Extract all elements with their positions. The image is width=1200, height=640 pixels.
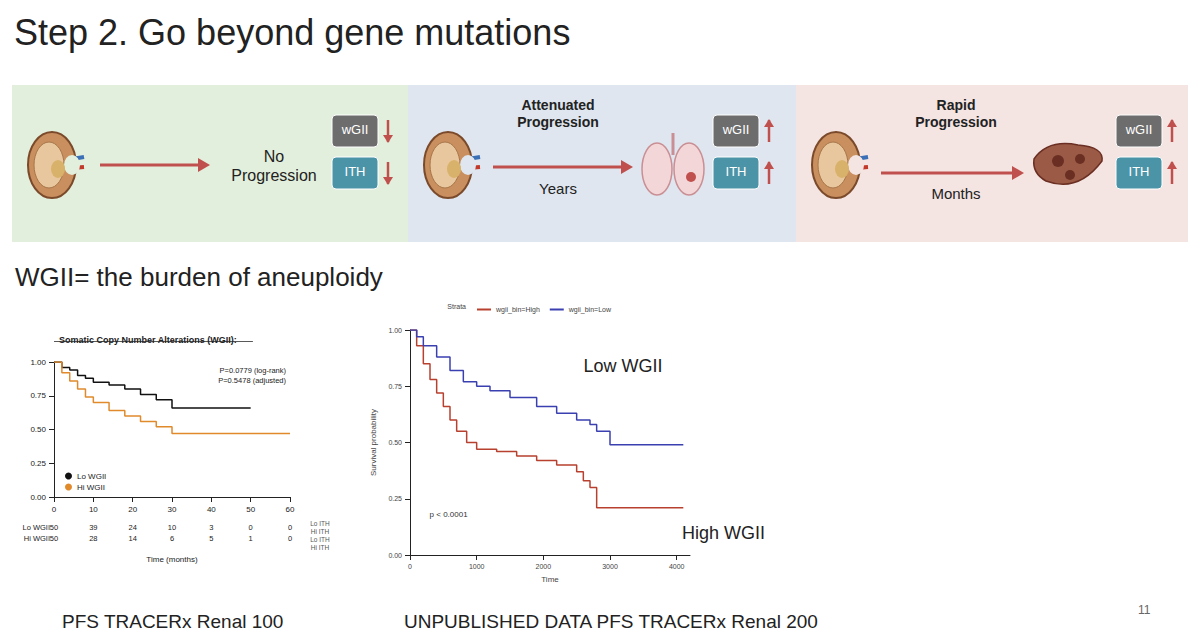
svg-text:3000: 3000	[602, 563, 618, 570]
svg-text:Lo WGII: Lo WGII	[77, 472, 106, 481]
svg-text:Survival probability: Survival probability	[369, 409, 378, 476]
svg-text:39: 39	[89, 523, 97, 532]
svg-text:30: 30	[168, 505, 177, 514]
svg-text:Strata: Strata	[447, 303, 466, 310]
svg-text:0.25: 0.25	[388, 495, 402, 502]
svg-text:0: 0	[408, 563, 412, 570]
svg-text:Months: Months	[931, 185, 980, 202]
svg-text:1.00: 1.00	[388, 327, 402, 334]
svg-text:60: 60	[286, 505, 295, 514]
svg-text:Hi WGII: Hi WGII	[24, 534, 50, 543]
svg-text:20: 20	[128, 505, 137, 514]
svg-text:wGII: wGII	[341, 122, 369, 137]
svg-text:P=0.5478 (adjusted): P=0.5478 (adjusted)	[218, 376, 286, 385]
svg-text:24: 24	[128, 523, 136, 532]
svg-text:0.25: 0.25	[30, 459, 46, 468]
svg-text:0: 0	[52, 505, 57, 514]
svg-text:5: 5	[209, 534, 213, 543]
svg-text:ITH: ITH	[1129, 164, 1150, 179]
svg-text:0.00: 0.00	[388, 552, 402, 559]
svg-text:50: 50	[50, 523, 58, 532]
svg-text:1.00: 1.00	[30, 358, 46, 367]
svg-text:50: 50	[246, 505, 255, 514]
html-text:WGII= the burden of aneuploidy: WGII= the burden of aneuploidy	[15, 262, 383, 292]
svg-text:2000: 2000	[536, 563, 552, 570]
svg-text:Rapid: Rapid	[937, 97, 976, 113]
svg-text:6: 6	[170, 534, 174, 543]
svg-text:10: 10	[168, 523, 176, 532]
svg-text:0: 0	[288, 534, 292, 543]
html-text:UNPUBLISHED DATA PFS TRACERx R: UNPUBLISHED DATA PFS TRACERx Renal 200	[404, 611, 818, 632]
html-text:PFS TRACERx Renal 100: PFS TRACERx Renal 100	[62, 611, 284, 632]
svg-text:P=0.0779 (log-rank): P=0.0779 (log-rank)	[220, 366, 287, 375]
svg-text:ITH: ITH	[345, 164, 366, 179]
svg-text:Lo WGII: Lo WGII	[22, 523, 50, 532]
svg-text:wGII: wGII	[722, 122, 750, 137]
svg-text:Attenuated: Attenuated	[521, 97, 594, 113]
svg-text:40: 40	[207, 505, 216, 514]
svg-text:Lo ITH: Lo ITH	[310, 536, 330, 543]
svg-text:wGII: wGII	[1125, 122, 1153, 137]
html-text:Step 2. Go beyond gene mutatio: Step 2. Go beyond gene mutations	[14, 12, 571, 53]
svg-text:Time (months): Time (months)	[146, 555, 198, 564]
svg-text:0.50: 0.50	[30, 425, 46, 434]
svg-text:No: No	[264, 148, 285, 165]
svg-text:0.75: 0.75	[30, 391, 46, 400]
svg-text:28: 28	[89, 534, 97, 543]
svg-text:Years: Years	[539, 180, 577, 197]
svg-text:wgii_bin=High: wgii_bin=High	[495, 306, 540, 314]
svg-text:Progression: Progression	[231, 167, 316, 184]
svg-text:High WGII: High WGII	[682, 523, 765, 543]
svg-text:1000: 1000	[469, 563, 485, 570]
svg-text:14: 14	[128, 534, 136, 543]
svg-text:wgii_bin=Low: wgii_bin=Low	[568, 306, 612, 314]
svg-text:10: 10	[89, 505, 98, 514]
html-text:11: 11	[1138, 603, 1151, 617]
svg-text:Progression: Progression	[517, 114, 599, 130]
svg-text:50: 50	[50, 534, 58, 543]
svg-text:p < 0.0001: p < 0.0001	[430, 510, 469, 519]
svg-text:0.00: 0.00	[30, 493, 46, 502]
svg-text:Hi ITH: Hi ITH	[311, 528, 330, 535]
svg-text:4000: 4000	[669, 563, 685, 570]
svg-text:Lo ITH: Lo ITH	[310, 520, 330, 527]
svg-text:0.75: 0.75	[388, 383, 402, 390]
svg-text:0: 0	[249, 523, 253, 532]
svg-text:Hi WGII: Hi WGII	[77, 483, 105, 492]
svg-text:ITH: ITH	[726, 164, 747, 179]
svg-text:Somatic Copy Number Alteration: Somatic Copy Number Alterations (WGII):	[59, 335, 237, 345]
svg-text:Low WGII: Low WGII	[584, 356, 663, 376]
svg-text:0: 0	[288, 523, 292, 532]
svg-text:Time: Time	[541, 575, 559, 584]
svg-text:3: 3	[209, 523, 213, 532]
svg-text:1: 1	[249, 534, 253, 543]
svg-text:Progression: Progression	[915, 114, 997, 130]
svg-text:Hi ITH: Hi ITH	[311, 544, 330, 551]
svg-text:0.50: 0.50	[388, 439, 402, 446]
